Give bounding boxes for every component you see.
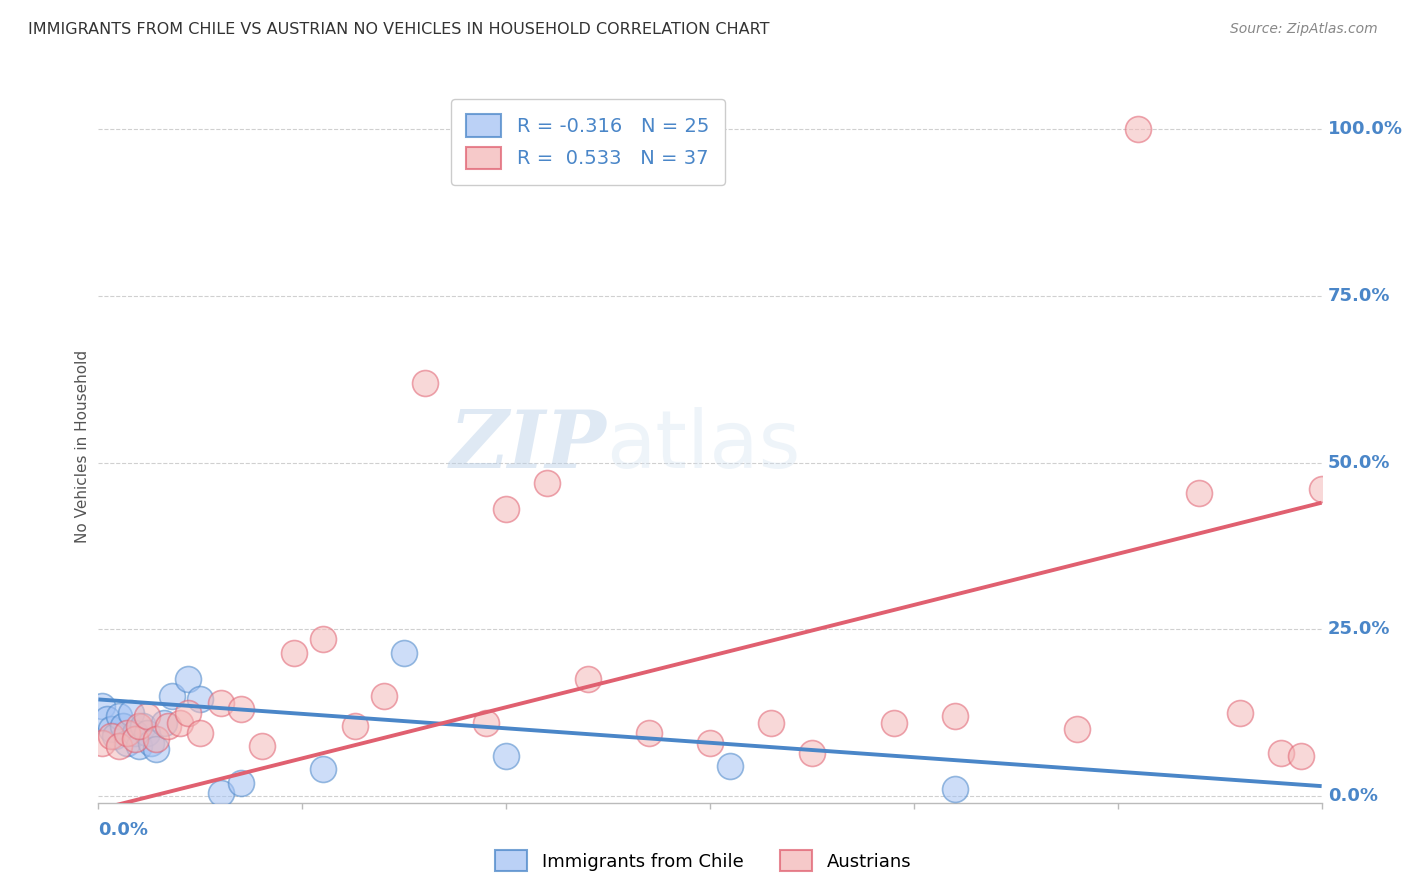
Point [100, 729, 122, 743]
Point [344, 719, 367, 733]
Point [209, 696, 232, 710]
Legend: Immigrants from Chile, Austrians: Immigrants from Chile, Austrians [488, 843, 918, 879]
Point [536, 475, 558, 490]
Text: 0.0%: 0.0% [98, 821, 149, 838]
Point [108, 709, 131, 723]
Point [576, 673, 599, 687]
Point [128, 719, 150, 733]
Text: 50.0%: 50.0% [1327, 454, 1391, 472]
Point [1229, 706, 1251, 720]
Text: 75.0%: 75.0% [1327, 287, 1391, 305]
Point [1128, 122, 1150, 136]
Point [373, 689, 395, 703]
Text: IMMIGRANTS FROM CHILE VS AUSTRIAN NO VEHICLES IN HOUSEHOLD CORRELATION CHART: IMMIGRANTS FROM CHILE VS AUSTRIAN NO VEH… [28, 22, 769, 37]
Point [231, 776, 253, 790]
Point [637, 725, 661, 739]
Text: 0.0%: 0.0% [1327, 787, 1378, 805]
Point [413, 376, 436, 390]
Point [1310, 483, 1333, 497]
Y-axis label: No Vehicles in Household: No Vehicles in Household [75, 350, 90, 542]
Point [231, 702, 253, 716]
Point [145, 732, 167, 747]
Point [312, 632, 335, 647]
Point [188, 692, 212, 706]
Point [883, 715, 905, 730]
Point [699, 736, 721, 750]
Point [124, 725, 146, 739]
Text: 100.0%: 100.0% [1327, 120, 1403, 138]
Point [96, 713, 118, 727]
Text: ZIP: ZIP [449, 408, 606, 484]
Text: Source: ZipAtlas.com: Source: ZipAtlas.com [1230, 22, 1378, 37]
Point [718, 759, 742, 773]
Text: 25.0%: 25.0% [1327, 621, 1391, 639]
Point [160, 689, 183, 703]
Point [177, 706, 200, 720]
Point [156, 719, 179, 733]
Point [120, 706, 142, 720]
Point [136, 725, 159, 739]
Point [152, 715, 174, 730]
Point [250, 739, 273, 753]
Point [91, 699, 114, 714]
Point [128, 739, 150, 753]
Point [943, 782, 966, 797]
Point [312, 763, 335, 777]
Point [115, 736, 138, 750]
Point [145, 742, 167, 756]
Point [91, 736, 114, 750]
Point [104, 729, 127, 743]
Point [474, 715, 498, 730]
Point [124, 732, 146, 747]
Point [1066, 723, 1088, 737]
Point [1270, 746, 1292, 760]
Text: atlas: atlas [606, 407, 800, 485]
Point [169, 715, 191, 730]
Point [1188, 485, 1211, 500]
Point [108, 739, 131, 753]
Point [188, 725, 212, 739]
Point [209, 786, 232, 800]
Point [111, 719, 134, 733]
Point [141, 736, 163, 750]
Point [100, 723, 122, 737]
Point [177, 673, 200, 687]
Point [495, 502, 517, 516]
Point [283, 646, 305, 660]
Point [495, 749, 517, 764]
Point [132, 719, 155, 733]
Point [392, 646, 416, 660]
Point [943, 709, 966, 723]
Point [115, 725, 138, 739]
Point [1291, 749, 1313, 764]
Point [801, 746, 824, 760]
Point [136, 709, 159, 723]
Legend: R = -0.316   N = 25, R =  0.533   N = 37: R = -0.316 N = 25, R = 0.533 N = 37 [451, 99, 724, 185]
Point [761, 715, 783, 730]
